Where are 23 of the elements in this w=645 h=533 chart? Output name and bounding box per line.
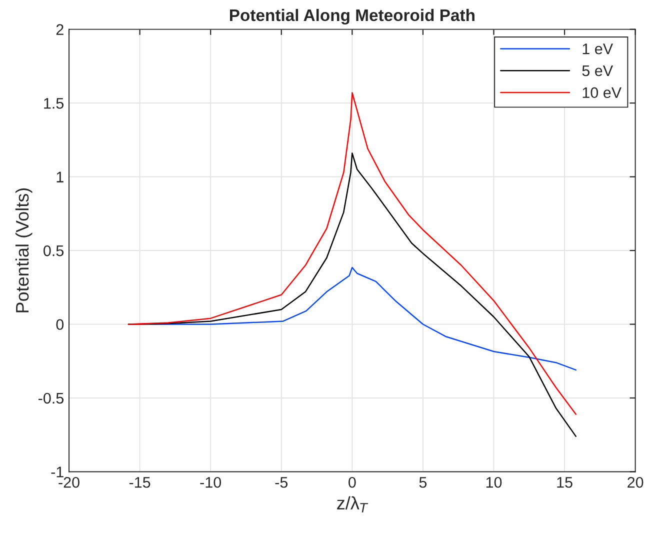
x-tick-label: -5 — [275, 477, 288, 488]
legend-label: 1 eV — [582, 44, 614, 54]
x-tick-label: 10 — [486, 476, 502, 488]
legend-label: 5 eV — [582, 66, 614, 76]
x-tick-label: -20 — [58, 476, 80, 488]
x-tick-label: -15 — [129, 477, 150, 488]
x-tick-label: 15 — [557, 477, 572, 488]
legend-label: 10 eV — [582, 87, 622, 98]
y-axis-title: Potential (Volts) — [15, 188, 32, 312]
chart-title: Potential Along Meteoroid Path — [230, 8, 474, 25]
y-tick-label: 0.5 — [44, 245, 64, 256]
x-tick-label: 20 — [628, 476, 644, 488]
x-tick-label: 5 — [419, 477, 427, 488]
x-tick-label: -10 — [200, 476, 222, 488]
y-tick-label: 0 — [56, 319, 64, 330]
y-tick-label: 2 — [56, 24, 64, 35]
y-tick-label: -1 — [51, 466, 64, 478]
x-tick-label: 0 — [348, 476, 356, 488]
y-tick-label: -0.5 — [38, 392, 64, 404]
y-tick-label: 1.5 — [44, 98, 64, 109]
x-axis-title: z/λ$_{T}$ — [337, 496, 368, 512]
y-tick-label: 1 — [56, 172, 64, 182]
line-series — [128, 92, 576, 415]
